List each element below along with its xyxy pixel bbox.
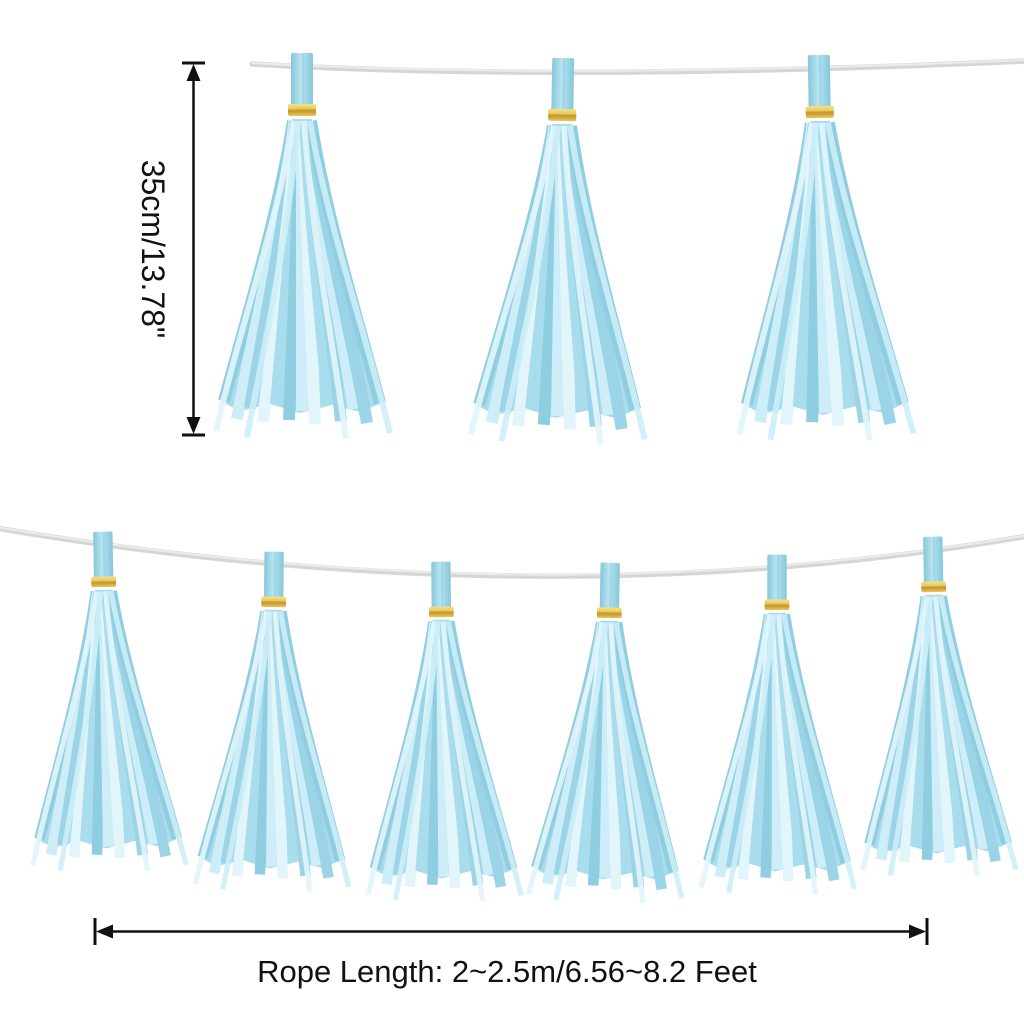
tassel <box>857 535 1016 877</box>
tassel <box>216 53 390 439</box>
tassel-row-1 <box>216 53 913 445</box>
rope-top <box>249 58 1024 76</box>
rope-bottom <box>0 525 1024 579</box>
rope-length-dimension-arrow <box>93 918 929 945</box>
tassel <box>471 57 652 446</box>
tassel <box>27 530 186 872</box>
tassel <box>195 551 351 892</box>
height-dimension-arrow <box>182 61 205 437</box>
tassel-row-2 <box>27 530 1016 903</box>
rope-length-label: Rope Length: 2~2.5m/6.56~8.2 Feet <box>257 954 757 989</box>
tassel <box>529 561 688 903</box>
tassel <box>365 561 521 902</box>
tassel <box>733 53 914 442</box>
tassel-height-label: 35cm/13.78" <box>135 160 171 339</box>
tassel <box>701 555 854 895</box>
